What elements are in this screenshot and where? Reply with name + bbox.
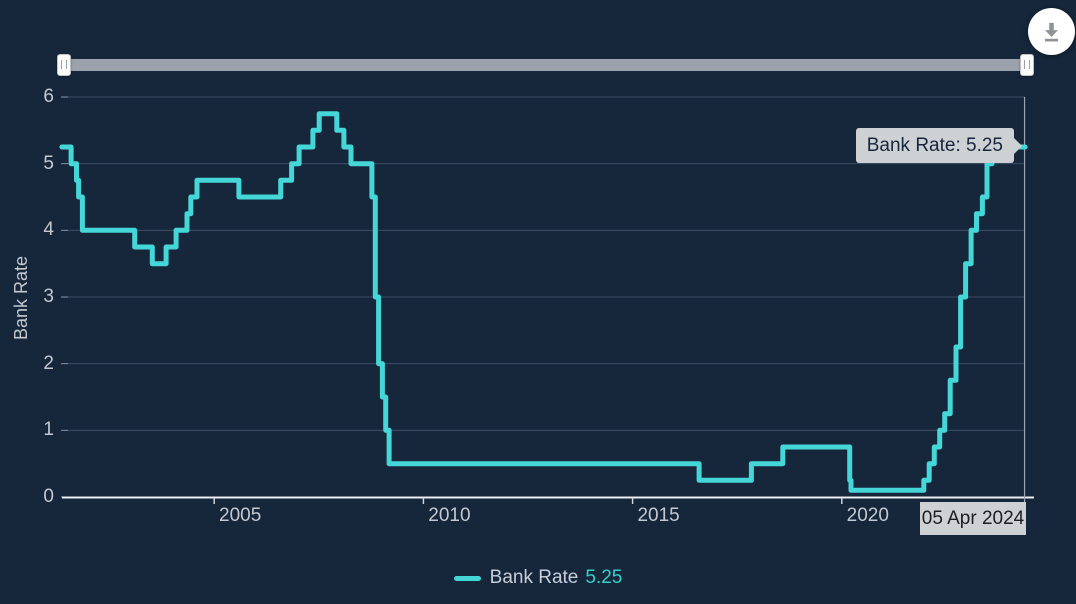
x-tick-label: 2010: [428, 505, 471, 526]
x-tick-label: 2005: [219, 505, 262, 526]
y-tick-label: 3: [43, 286, 54, 307]
bank-rate-series-line: [59, 111, 1028, 493]
slider-grip-icon: [1024, 60, 1030, 69]
y-tick-label: 2: [43, 352, 54, 374]
y-tick-label: 1: [43, 419, 54, 441]
y-tick-label: 4: [43, 219, 54, 241]
slider-handle-end[interactable]: [1020, 54, 1034, 76]
legend-item-bank-rate[interactable]: Bank Rate 5.25: [0, 564, 1076, 592]
x-tick-label: 2015: [637, 505, 680, 526]
download-icon: [1044, 22, 1059, 42]
slider-grip-icon: [61, 60, 67, 69]
x-tick-label: 2020: [846, 505, 889, 526]
legend-series-name: Bank Rate: [489, 567, 579, 588]
y-tick-label: 5: [43, 152, 54, 174]
date-range-slider-track[interactable]: [62, 59, 1034, 71]
y-tick-label: 6: [43, 86, 54, 107]
legend-line-swatch-icon: [453, 575, 481, 581]
x-axis-date-flag: 05 Apr 2024: [920, 502, 1026, 535]
legend-series-value: 5.25: [585, 567, 623, 588]
y-tick-label: 0: [43, 486, 54, 507]
download-button[interactable]: [1028, 8, 1075, 55]
tooltip-text: Bank Rate: 5.25: [866, 135, 1003, 156]
slider-handle-start[interactable]: [57, 54, 71, 76]
tooltip: Bank Rate: 5.25: [855, 128, 1023, 163]
